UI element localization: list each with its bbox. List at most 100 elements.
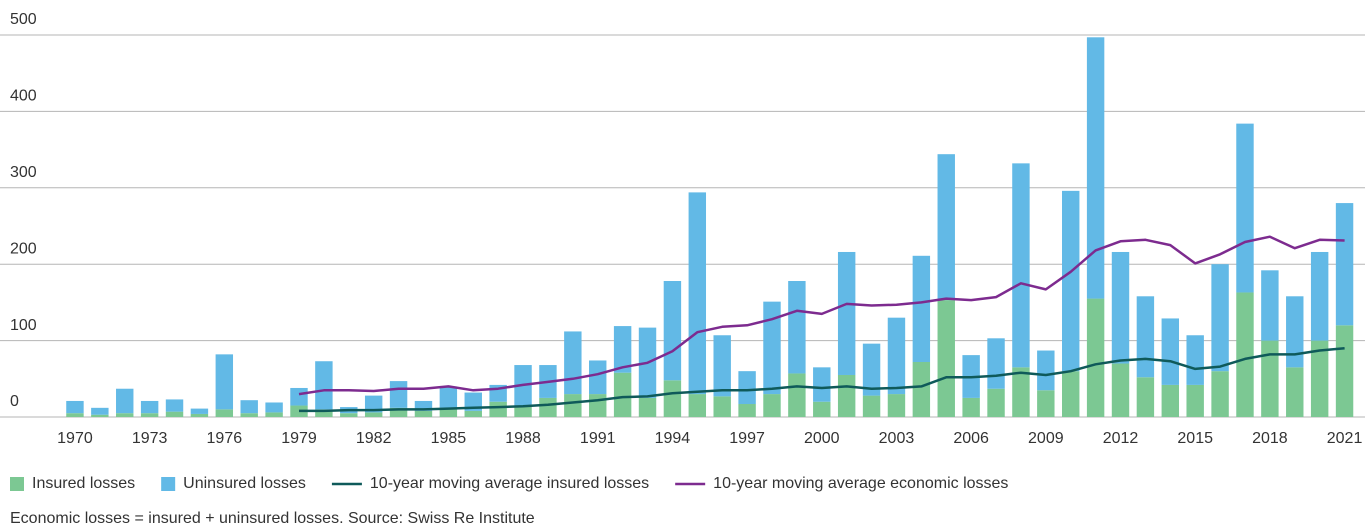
bar — [140, 413, 159, 417]
bar — [887, 394, 906, 417]
y-tick-label: 400 — [10, 88, 37, 105]
bar — [1286, 367, 1304, 417]
bar — [713, 396, 731, 417]
bar — [813, 367, 831, 402]
x-tick-label: 2015 — [1177, 430, 1213, 447]
x-tick-label: 2012 — [1103, 430, 1139, 447]
bar — [738, 404, 756, 417]
bar — [364, 412, 383, 417]
x-tick-label: 1994 — [655, 430, 691, 447]
x-tick-label: 1985 — [431, 430, 467, 447]
footnote: Economic losses = insured + uninsured lo… — [10, 510, 535, 527]
bar — [464, 410, 482, 417]
x-tick-label: 1988 — [505, 430, 541, 447]
bar — [514, 405, 532, 417]
bar — [190, 413, 209, 417]
line — [299, 346, 1345, 413]
bar — [613, 372, 632, 417]
bar — [215, 354, 234, 410]
legend-label: 10-year moving average insured losses — [370, 475, 649, 492]
bar — [613, 326, 632, 373]
x-tick-label: 1979 — [281, 430, 317, 447]
bar — [240, 413, 258, 417]
bar — [1086, 37, 1105, 299]
bar — [937, 300, 955, 417]
bar — [663, 281, 682, 381]
bar — [589, 360, 607, 395]
bar — [439, 386, 458, 408]
x-tick-label: 2003 — [879, 430, 915, 447]
bar — [962, 397, 980, 417]
x-tick-label: 1973 — [132, 430, 168, 447]
bar — [1335, 325, 1354, 417]
bar — [1037, 350, 1055, 391]
x-tick-label: 2009 — [1028, 430, 1064, 447]
bar — [1335, 203, 1354, 326]
bar — [1286, 296, 1304, 368]
bar — [1186, 384, 1204, 417]
bar — [638, 397, 657, 417]
bar — [912, 255, 931, 362]
bar — [837, 374, 856, 417]
bar — [1136, 377, 1155, 417]
x-tick-label: 1997 — [729, 430, 765, 447]
x-tick-label: 1976 — [207, 430, 243, 447]
x-tick-label: 2006 — [953, 430, 989, 447]
bar — [1236, 123, 1254, 293]
bar — [1062, 190, 1080, 372]
bar — [564, 394, 582, 417]
bar — [290, 405, 308, 417]
bar — [116, 388, 134, 414]
bar — [414, 410, 433, 417]
bar — [91, 407, 109, 415]
bar — [1136, 296, 1155, 378]
bar — [937, 154, 955, 301]
bar — [1086, 298, 1105, 417]
y-tick-label: 500 — [10, 11, 37, 28]
bar — [1211, 264, 1229, 372]
bar — [862, 343, 881, 396]
bar — [1161, 318, 1180, 385]
bar — [389, 381, 408, 408]
bar — [987, 338, 1005, 389]
bar — [1236, 292, 1254, 417]
y-tick-label: 0 — [10, 393, 19, 410]
bar — [489, 401, 507, 417]
bar — [887, 317, 906, 395]
x-tick-label: 2000 — [804, 430, 840, 447]
bar — [564, 331, 582, 395]
legend-label: Uninsured losses — [183, 475, 306, 492]
x-tick-label: 2021 — [1327, 430, 1363, 447]
bar — [389, 407, 408, 417]
bar — [165, 411, 184, 417]
bar — [837, 251, 856, 375]
bar — [788, 281, 806, 374]
bar — [1261, 270, 1279, 341]
bar — [1310, 340, 1329, 417]
y-tick-label: 100 — [10, 317, 37, 334]
bar — [688, 192, 707, 395]
bar — [1062, 371, 1080, 417]
legend-label: Insured losses — [32, 475, 135, 492]
bar — [91, 414, 109, 417]
bar — [140, 400, 159, 414]
bar — [738, 371, 756, 405]
bar — [1037, 390, 1055, 417]
bar — [539, 397, 557, 417]
bar — [713, 335, 731, 397]
bar — [763, 301, 781, 395]
y-tick-label: 300 — [10, 164, 37, 181]
bar — [1310, 251, 1329, 341]
bar — [1211, 371, 1229, 417]
bar — [1111, 363, 1130, 417]
bar — [165, 399, 184, 412]
bar — [265, 412, 283, 417]
x-tick-label: 1991 — [580, 430, 616, 447]
x-tick-label: 2018 — [1252, 430, 1288, 447]
bar — [1111, 251, 1130, 364]
bar — [364, 395, 383, 413]
bar — [1186, 335, 1204, 385]
legend-label: 10-year moving average economic losses — [713, 475, 1008, 492]
bar — [1012, 367, 1030, 417]
